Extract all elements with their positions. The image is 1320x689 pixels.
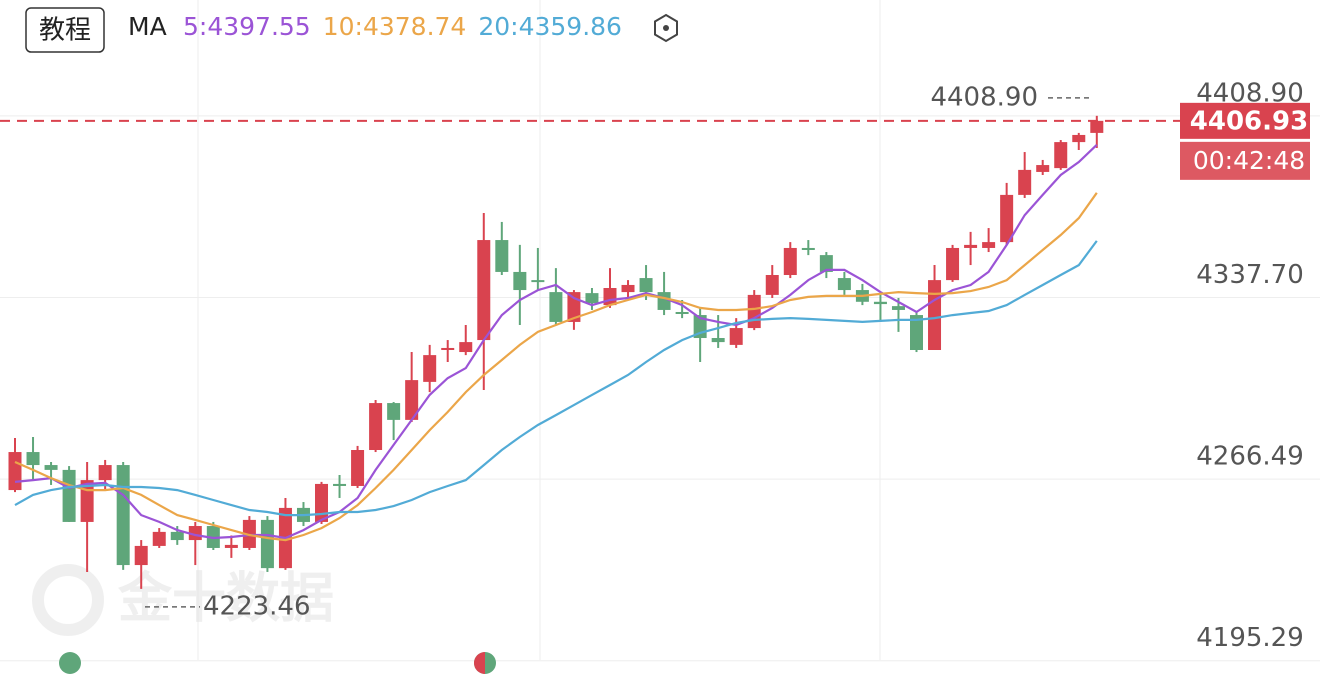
candle-body [657, 292, 671, 310]
candle-body [982, 242, 996, 248]
candle-body [621, 284, 635, 293]
candle-body [315, 483, 329, 522]
watermark-logo [32, 564, 104, 636]
candle-body [224, 544, 238, 548]
settings-icon-dot [663, 25, 669, 31]
high-annotation: 4408.90 [930, 82, 1038, 112]
candle-body [495, 240, 509, 272]
watermark-text: 金十数据 [117, 567, 334, 630]
candle-body [405, 380, 419, 420]
last-price-label: 4406.93 [1190, 106, 1308, 136]
candle-body [1000, 194, 1014, 243]
countdown-label: 00:42:48 [1193, 146, 1305, 175]
candle-body [928, 280, 942, 351]
candle-body [98, 465, 112, 481]
candle-body [513, 271, 527, 291]
plot [0, 115, 1320, 662]
candle-body [946, 247, 960, 281]
ma-line [14, 144, 1098, 540]
candle-body [134, 545, 148, 566]
candle-body [1036, 165, 1050, 172]
candle-body [26, 452, 40, 466]
candle-body [765, 275, 779, 295]
candle-body [441, 347, 455, 351]
candle-body [1072, 134, 1086, 143]
candle-body [477, 240, 491, 341]
header: 教程 MA [25, 7, 678, 53]
event-dot-half [474, 652, 485, 674]
candle-body [891, 306, 905, 310]
candle-body [152, 531, 166, 546]
candle-body [783, 247, 797, 276]
ma-label: MA [128, 12, 167, 41]
countdown-box [1180, 141, 1310, 180]
candle-body [1054, 142, 1068, 169]
ma-legend: 10:4378.74 [323, 12, 467, 41]
watermark: 金十数据 [32, 564, 334, 636]
candle-body [170, 531, 184, 541]
candle-body [62, 469, 76, 522]
candle-body [333, 483, 347, 486]
candle-body [819, 255, 833, 272]
candle-body [531, 280, 545, 283]
candle-body [711, 338, 725, 343]
candle-body [387, 403, 401, 420]
candle-body [910, 315, 923, 351]
ma-legend: 5:4397.55 [183, 12, 311, 41]
candle-body [549, 292, 563, 322]
candle-body [801, 247, 815, 251]
settings-icon[interactable] [654, 13, 678, 43]
candle-body [747, 294, 761, 329]
last-price-box [1180, 102, 1310, 139]
event-dot[interactable] [59, 652, 81, 674]
candle-body [675, 311, 689, 314]
candle-body [837, 278, 851, 291]
y-tick-label: 4337.70 [1196, 260, 1304, 290]
low-annotation: 4223.46 [203, 591, 311, 621]
candle-body [964, 244, 978, 248]
y-tick-label: 4266.49 [1196, 442, 1304, 472]
ma-legend: 20:4359.86 [478, 12, 622, 41]
candle-body [1090, 120, 1104, 133]
candle-body [603, 288, 617, 306]
candle-body [1018, 169, 1032, 195]
ma-line [14, 240, 1098, 517]
y-tick-label: 4195.29 [1196, 623, 1304, 653]
candle-body [260, 519, 274, 569]
candle-body [369, 403, 383, 451]
ma-line [14, 192, 1098, 542]
candle-body [44, 465, 58, 470]
tutorial-label[interactable]: 教程 [39, 16, 91, 46]
candle-body [729, 328, 743, 345]
candle-body [116, 465, 130, 566]
candle-body [423, 355, 437, 382]
tutorial-button[interactable] [25, 7, 105, 53]
candle-body [639, 278, 653, 293]
candle-body [8, 452, 22, 491]
candle-body [351, 450, 365, 486]
candle-body [585, 293, 599, 304]
candle-body [459, 342, 473, 353]
candle-body [873, 301, 887, 305]
